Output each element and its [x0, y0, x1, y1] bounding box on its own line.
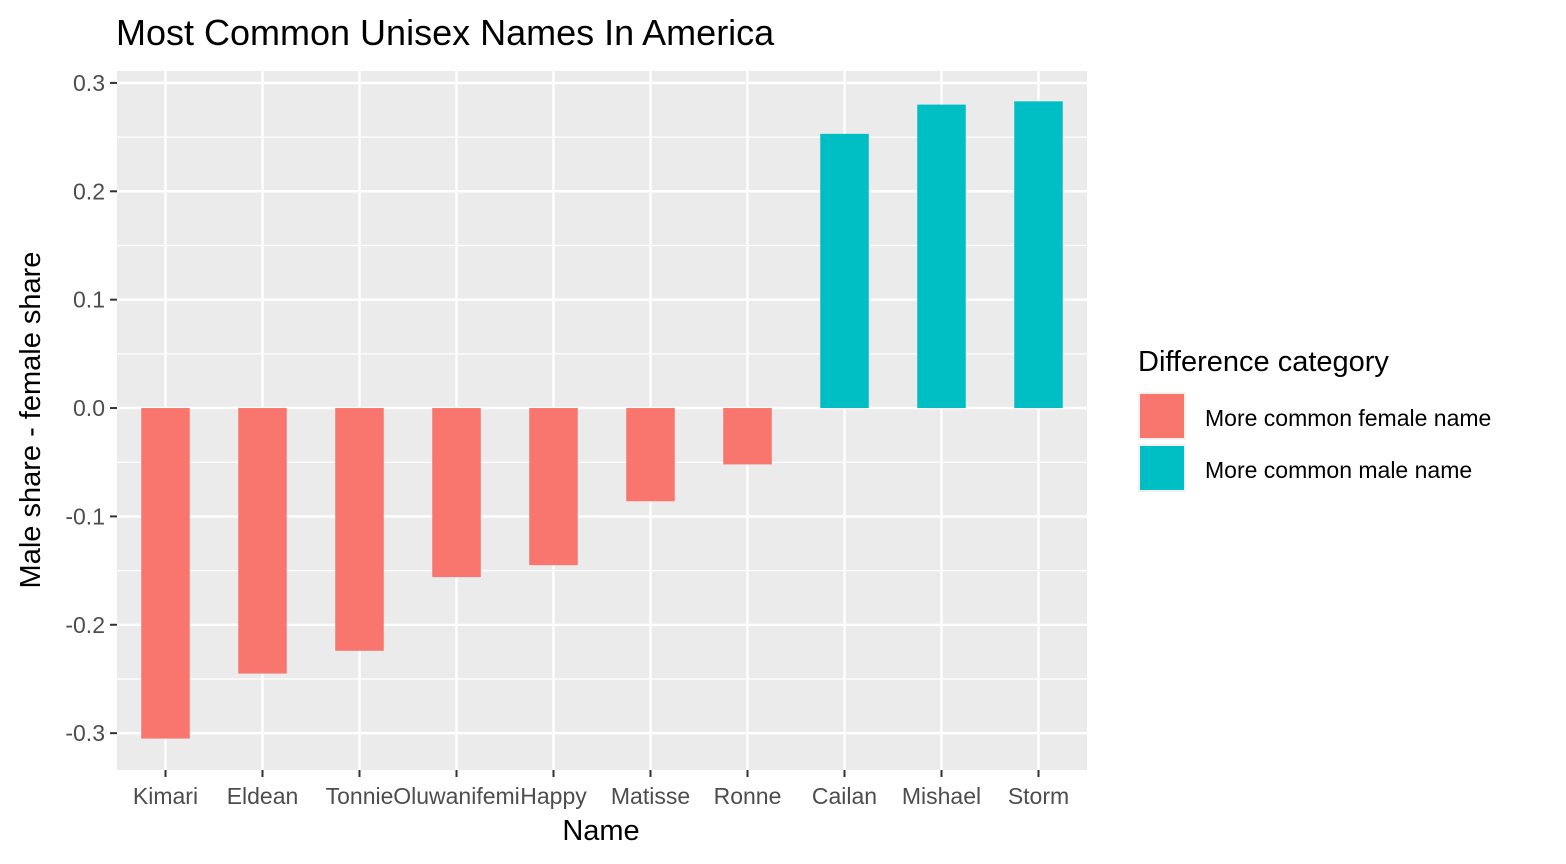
x-tick-label: Matisse [611, 783, 690, 809]
x-tick-label: Oluwanifemi [393, 783, 520, 809]
bar-mishael [917, 104, 966, 409]
bar-tonnie [335, 408, 384, 651]
legend-swatch-female [1140, 394, 1184, 438]
y-axis: -0.3 -0.2 -0.1 0.0 0.1 0.2 0.3 [65, 70, 117, 746]
bar-matisse [626, 408, 675, 502]
bar-oluwanifemi [432, 408, 481, 578]
y-tick-label: -0.2 [65, 612, 105, 638]
y-tick-label: 0.3 [73, 70, 105, 96]
y-tick-label: -0.1 [65, 503, 105, 529]
bar-eldean [238, 408, 287, 674]
x-tick-label: Eldean [227, 783, 299, 809]
bar-cailan [820, 133, 869, 409]
x-tick-label: Ronne [714, 783, 782, 809]
legend-label-male: More common male name [1205, 457, 1472, 483]
x-tick-label: Cailan [812, 783, 877, 809]
legend-swatch-male [1140, 446, 1184, 490]
chart-title: Most Common Unisex Names In America [116, 12, 775, 53]
bar-kimari [141, 408, 190, 739]
x-tick-label: Mishael [902, 783, 981, 809]
x-axis-title: Name [562, 815, 639, 847]
y-axis-title: Male share - female share [15, 252, 47, 589]
bar-ronne [723, 408, 772, 465]
x-tick-label: Storm [1008, 783, 1069, 809]
y-tick-label: 0.0 [73, 395, 105, 421]
plot-panel [117, 71, 1087, 770]
bar-happy [529, 408, 578, 566]
legend-title: Difference category [1138, 346, 1389, 378]
y-tick-label: 0.1 [73, 287, 105, 313]
x-tick-label: Happy [520, 783, 587, 809]
y-tick-label: 0.2 [73, 178, 105, 204]
x-tick-label: Tonnie [326, 783, 394, 809]
x-axis: Kimari Eldean Tonnie Oluwanifemi Happy Matiss… [133, 770, 1069, 809]
legend: Difference category More common female n… [1138, 346, 1491, 492]
y-tick-label: -0.3 [65, 720, 105, 746]
x-tick-label: Kimari [133, 783, 198, 809]
legend-label-female: More common female name [1205, 405, 1491, 431]
bar-storm [1014, 101, 1063, 409]
